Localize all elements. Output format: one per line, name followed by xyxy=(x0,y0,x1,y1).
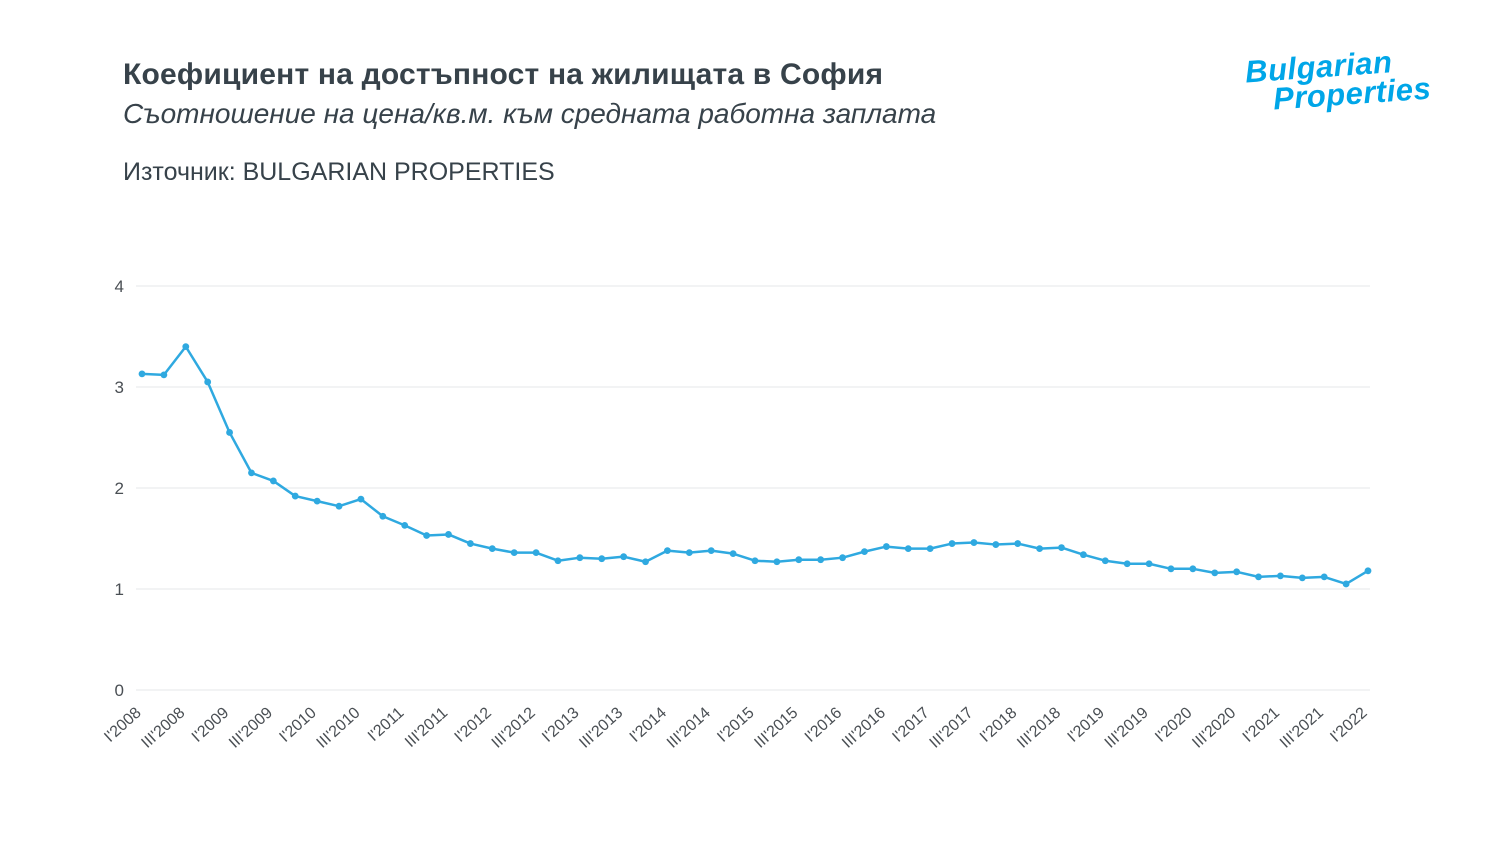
data-point xyxy=(970,539,978,546)
data-point xyxy=(598,555,606,563)
data-point xyxy=(1298,574,1306,582)
x-tick-label: III'2010 xyxy=(314,704,364,751)
data-point xyxy=(138,370,146,378)
data-point xyxy=(576,554,584,562)
x-tick-label: III'2008 xyxy=(138,704,188,751)
data-point xyxy=(1189,565,1197,573)
y-tick-label: 1 xyxy=(115,580,124,599)
data-point xyxy=(313,497,321,505)
data-point xyxy=(532,549,540,557)
x-tick-label: III'2020 xyxy=(1189,704,1239,751)
data-point xyxy=(904,545,912,552)
data-point xyxy=(160,371,168,379)
data-point xyxy=(357,495,365,503)
data-point xyxy=(445,531,452,538)
x-tick-label: III'2011 xyxy=(402,704,451,751)
data-point xyxy=(1255,573,1262,581)
data-point xyxy=(401,521,409,529)
y-tick-label: 3 xyxy=(115,378,124,397)
logo-line-2: Properties xyxy=(1271,70,1432,117)
data-point xyxy=(773,558,781,566)
x-tick-label: III'2021 xyxy=(1277,704,1327,751)
chart-subtitle: Съотношение на цена/кв.м. към средната р… xyxy=(123,98,937,129)
data-point xyxy=(707,547,715,555)
y-tick-label: 4 xyxy=(115,277,124,296)
y-tick-label: 2 xyxy=(115,479,124,498)
data-point xyxy=(423,532,431,539)
data-point xyxy=(1277,572,1284,580)
x-tick-label: III'2009 xyxy=(226,704,276,751)
data-point xyxy=(291,492,299,500)
data-point xyxy=(926,545,934,552)
data-point xyxy=(379,512,387,520)
data-point xyxy=(269,477,277,485)
chart-title: Коефициент на достъпност на жилищата в С… xyxy=(123,58,884,91)
data-point xyxy=(226,429,233,436)
data-point xyxy=(1320,573,1328,581)
data-point xyxy=(466,540,474,547)
data-point xyxy=(861,548,868,556)
source-label: Източник: BULGARIAN PROPERTIES xyxy=(123,158,555,186)
data-point xyxy=(664,547,671,555)
data-point xyxy=(1211,569,1219,577)
x-tick-label: III'2019 xyxy=(1102,704,1152,751)
data-point xyxy=(1364,567,1372,575)
x-tick-label: III'2015 xyxy=(751,704,801,751)
data-point xyxy=(554,557,562,565)
data-point xyxy=(335,502,343,510)
data-point xyxy=(1233,568,1241,576)
data-point xyxy=(948,540,956,547)
x-tick-label: III'2012 xyxy=(489,704,539,751)
chart-header: Коефициент на достъпност на жилищата в С… xyxy=(123,58,936,187)
y-tick-label: 0 xyxy=(115,681,124,700)
data-point xyxy=(488,545,496,552)
data-point xyxy=(1079,551,1087,559)
data-point xyxy=(1123,560,1131,568)
data-point xyxy=(1058,544,1065,551)
chart-line xyxy=(140,345,1370,586)
data-point xyxy=(1014,540,1022,547)
data-point xyxy=(992,541,1000,548)
data-point xyxy=(882,543,890,550)
data-point xyxy=(642,558,649,566)
x-tick-label: III'2017 xyxy=(927,704,977,751)
x-tick-label: I'2011 xyxy=(365,704,408,745)
data-point xyxy=(751,557,759,565)
data-point xyxy=(1036,545,1044,552)
data-point xyxy=(248,469,255,477)
data-point xyxy=(1101,557,1109,565)
data-point xyxy=(204,378,212,386)
data-point xyxy=(510,549,518,557)
x-tick-label: III'2014 xyxy=(664,704,714,751)
line-chart: 0 1 2 3 4 I'2008 III'2008 I'2009 III'2009 I'2010 I… xyxy=(0,240,1500,820)
data-point xyxy=(1342,580,1350,588)
x-tick-label: III'2016 xyxy=(839,704,889,751)
data-point xyxy=(795,556,803,564)
bulgarian-properties-logo: Bulgarian Properties xyxy=(1244,44,1432,117)
x-tick-label: III'2018 xyxy=(1014,704,1064,751)
data-point xyxy=(817,556,825,564)
data-point xyxy=(1167,565,1175,573)
data-point xyxy=(685,549,693,557)
data-point xyxy=(182,343,190,350)
data-point xyxy=(1145,560,1153,568)
x-tick-label: III'2013 xyxy=(576,704,626,751)
x-tick-label: I'2022 xyxy=(1327,704,1370,746)
data-point xyxy=(839,554,846,562)
data-point xyxy=(729,550,737,558)
data-point xyxy=(620,553,628,561)
